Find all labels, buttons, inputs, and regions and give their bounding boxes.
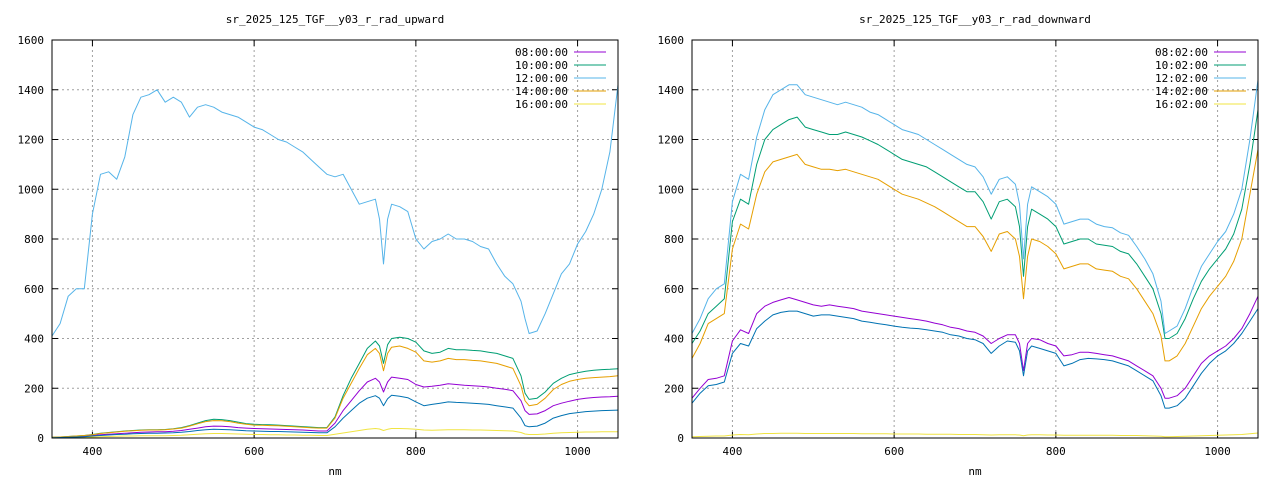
chart-panel-1: sr_2025_125_TGF__y03_r_rad_upward 0 200 400… <box>18 13 619 478</box>
x-tick-label: 800 <box>406 445 426 458</box>
y-tick-label: 600 <box>664 283 684 296</box>
plot-frame <box>51 39 619 439</box>
y-tick-label: 400 <box>24 333 44 346</box>
series-line-140200 <box>692 149 1258 362</box>
chart-title: sr_2025_125_TGF__y03_r_rad_upward <box>226 13 445 26</box>
legend-label: 14:02:00 <box>1155 85 1208 98</box>
series-line-120200 <box>692 79 1258 334</box>
y-tick-label: 1600 <box>18 34 45 47</box>
series-line-100200 <box>692 109 1258 344</box>
y-tick-label: 0 <box>677 432 684 445</box>
plot-frame <box>691 39 1259 439</box>
y-tick-label: 1000 <box>18 183 45 196</box>
x-axis-label: nm <box>328 465 342 478</box>
legend-label: 08:02:00 <box>1155 46 1208 59</box>
legend-label: 12:02:00 <box>1155 72 1208 85</box>
series-line-160200 <box>692 432 1258 438</box>
series-line-120000 <box>52 84 618 337</box>
y-tick-label: 1200 <box>18 134 45 147</box>
series-line-160000 <box>52 428 618 438</box>
x-tick-label: 400 <box>82 445 102 458</box>
x-tick-label: 1000 <box>1204 445 1231 458</box>
y-tick-label: 1200 <box>658 134 685 147</box>
series-line-unlabeled-5 <box>692 308 1258 409</box>
y-tick-label: 1600 <box>658 34 685 47</box>
chart-title: sr_2025_125_TGF__y03_r_rad_downward <box>859 13 1091 26</box>
y-tick-label: 200 <box>664 382 684 395</box>
series-line-unlabeled-5 <box>52 394 618 438</box>
series-line-140000 <box>52 345 618 438</box>
y-tick-label: 800 <box>24 233 44 246</box>
legend-label: 16:00:00 <box>515 98 568 111</box>
y-tick-label: 1000 <box>658 183 685 196</box>
legend-label: 14:00:00 <box>515 85 568 98</box>
x-tick-label: 1000 <box>564 445 591 458</box>
x-tick-label: 800 <box>1046 445 1066 458</box>
series-line-080000 <box>52 376 618 438</box>
y-tick-label: 200 <box>24 382 44 395</box>
legend-label: 08:00:00 <box>515 46 568 59</box>
x-tick-label: 400 <box>722 445 742 458</box>
y-tick-label: 1400 <box>18 84 45 97</box>
y-tick-label: 1400 <box>658 84 685 97</box>
y-tick-label: 800 <box>664 233 684 246</box>
legend-label: 12:00:00 <box>515 72 568 85</box>
legend-label: 16:02:00 <box>1155 98 1208 111</box>
x-tick-label: 600 <box>884 445 904 458</box>
legend-label: 10:02:00 <box>1155 59 1208 72</box>
legend-label: 10:00:00 <box>515 59 568 72</box>
y-tick-label: 600 <box>24 283 44 296</box>
series-line-080200 <box>692 295 1258 399</box>
x-tick-label: 600 <box>244 445 264 458</box>
x-axis-label: nm <box>968 465 982 478</box>
chart-panel-2: sr_2025_125_TGF__y03_r_rad_downward 0 200 4… <box>658 13 1259 478</box>
y-tick-label: 0 <box>37 432 44 445</box>
y-tick-label: 400 <box>664 333 684 346</box>
